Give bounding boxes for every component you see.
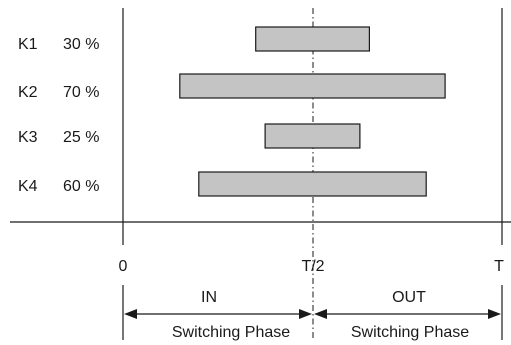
row-name-k3: K3 bbox=[18, 129, 38, 146]
row-percent-k4: 60 % bbox=[63, 178, 99, 195]
axis-label-period: T bbox=[494, 258, 504, 275]
row-percent-k3: 25 % bbox=[63, 129, 99, 146]
row-percent-k2: 70 % bbox=[63, 84, 99, 101]
out-phase-label: OUT bbox=[392, 289, 426, 306]
row-name-k2: K2 bbox=[18, 84, 38, 101]
bar-k3 bbox=[264, 123, 361, 149]
bar-k1 bbox=[255, 26, 370, 52]
out-phase-caption: Switching Phase bbox=[351, 324, 469, 341]
row-name-k1: K1 bbox=[18, 36, 38, 53]
row-name-k4: K4 bbox=[18, 178, 38, 195]
out-phase-right-arrowhead bbox=[488, 309, 501, 319]
in-phase-caption: Switching Phase bbox=[172, 324, 290, 341]
bar-k4 bbox=[198, 171, 427, 197]
in-phase-right-arrowhead bbox=[299, 309, 312, 319]
axis-label-half-period: T/2 bbox=[301, 258, 324, 275]
row-percent-k1: 30 % bbox=[63, 36, 99, 53]
in-phase-label: IN bbox=[201, 289, 217, 306]
bar-k2 bbox=[179, 73, 446, 99]
out-phase-left-arrowhead bbox=[314, 309, 327, 319]
in-phase-left-arrowhead bbox=[124, 309, 137, 319]
axis-label-zero: 0 bbox=[119, 258, 128, 275]
